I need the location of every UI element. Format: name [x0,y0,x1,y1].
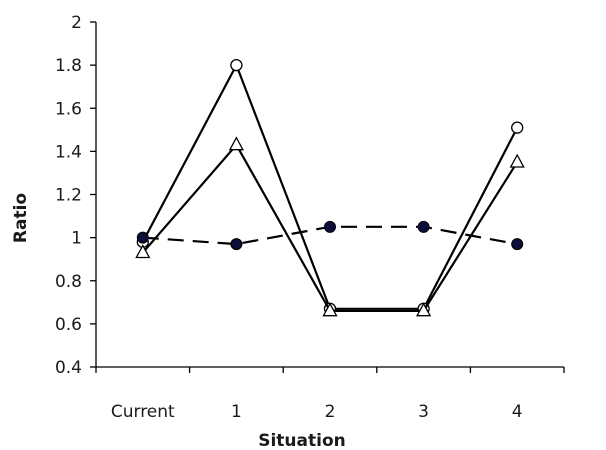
series-1 [136,58,524,315]
open-triangle-point [416,302,432,317]
y-tick-label: 1.2 [55,186,82,206]
series-2 [135,136,525,317]
open-triangle-point [135,244,151,259]
open-triangle-point [509,153,525,168]
y-tick-label: 1.6 [55,99,82,119]
filled-circle-point [136,231,149,244]
x-tick-label: 1 [231,402,242,422]
y-axis-title: Ratio [11,193,31,243]
x-tick-label: Current [111,402,175,422]
y-tick-label: 0.8 [55,272,82,292]
series-layer [135,58,525,317]
open-circle-point [511,121,524,134]
filled-circle-point [324,220,336,233]
x-tick-label: 2 [325,402,336,422]
y-tick-label: 1.4 [55,142,82,162]
axes: 0.4 0.6 0.8 1 1.2 1.4 1.6 1.8 2 Current 1 2 3 4 [55,13,565,422]
y-tick-label: 0.6 [55,315,82,335]
y-tick-label: 0.4 [55,358,82,378]
filled-circle-point [417,220,430,233]
open-triangle-point [322,302,338,317]
y-tick-label: 1 [71,229,82,249]
x-tick-label: 4 [512,402,523,422]
series-3 [136,220,524,251]
open-circle-point [230,58,243,72]
y-tick-label: 2 [71,13,82,33]
x-tick-label: 3 [418,402,429,422]
filled-circle-point [230,238,243,251]
filled-circle-point [511,238,524,251]
x-axis-title: Situation [258,431,346,450]
open-triangle-point [228,136,244,151]
y-tick-label: 1.8 [55,56,82,76]
